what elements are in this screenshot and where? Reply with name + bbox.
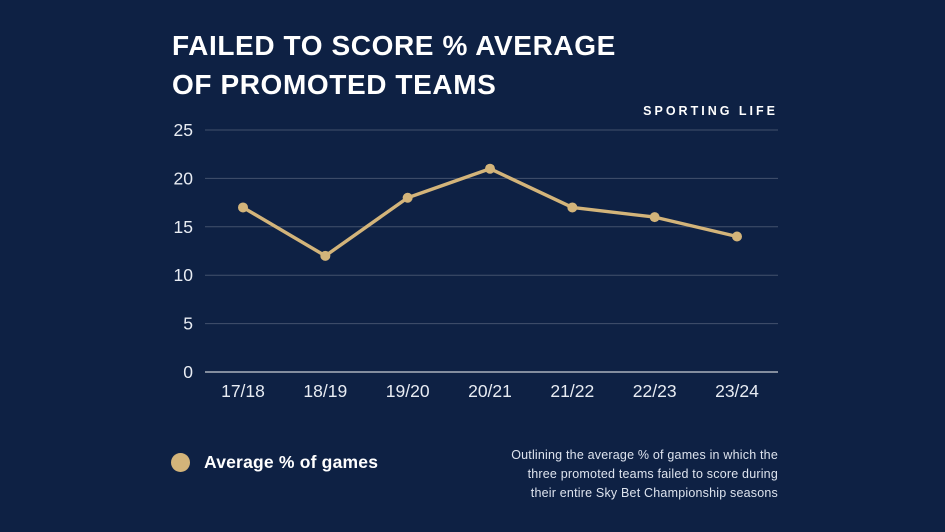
y-tick-label: 20 bbox=[174, 168, 194, 188]
data-point bbox=[320, 250, 331, 261]
title-line-1: FAILED TO SCORE % AVERAGE bbox=[172, 30, 616, 61]
y-tick-label: 10 bbox=[174, 265, 194, 285]
x-tick-label: 22/23 bbox=[633, 381, 677, 401]
data-point bbox=[649, 212, 660, 223]
x-tick-label: 19/20 bbox=[386, 381, 430, 401]
x-tick-label: 23/24 bbox=[715, 381, 759, 401]
footnote-line: Outlining the average % of games in whic… bbox=[511, 448, 778, 462]
chart-footnote: Outlining the average % of games in whic… bbox=[511, 446, 778, 502]
x-tick-label: 20/21 bbox=[468, 381, 512, 401]
brand-wordmark: SPORTING LIFE bbox=[643, 104, 778, 118]
y-tick-label: 0 bbox=[183, 362, 193, 382]
y-tick-label: 25 bbox=[174, 120, 193, 140]
y-tick-label: 5 bbox=[183, 314, 193, 334]
y-tick-label: 15 bbox=[174, 217, 193, 237]
data-point bbox=[485, 163, 495, 174]
title-line-2: OF PROMOTED TEAMS bbox=[172, 69, 497, 100]
legend-marker-icon bbox=[171, 453, 190, 472]
footnote-line: three promoted teams failed to score dur… bbox=[527, 466, 778, 481]
data-point bbox=[732, 231, 742, 242]
data-line bbox=[241, 167, 739, 258]
x-tick-label: 21/22 bbox=[550, 381, 594, 401]
data-point bbox=[567, 202, 578, 213]
page-title: FAILED TO SCORE % AVERAGE OF PROMOTED TE… bbox=[172, 26, 616, 104]
legend-label: Average % of games bbox=[204, 452, 379, 472]
x-tick-label: 17/18 bbox=[221, 381, 265, 401]
x-tick-label: 18/19 bbox=[303, 381, 347, 401]
data-point bbox=[402, 192, 413, 203]
data-point bbox=[238, 202, 248, 213]
footnote-line: their entire Sky Bet Championship season… bbox=[530, 485, 778, 500]
chart-legend: Average % of games bbox=[171, 452, 378, 473]
